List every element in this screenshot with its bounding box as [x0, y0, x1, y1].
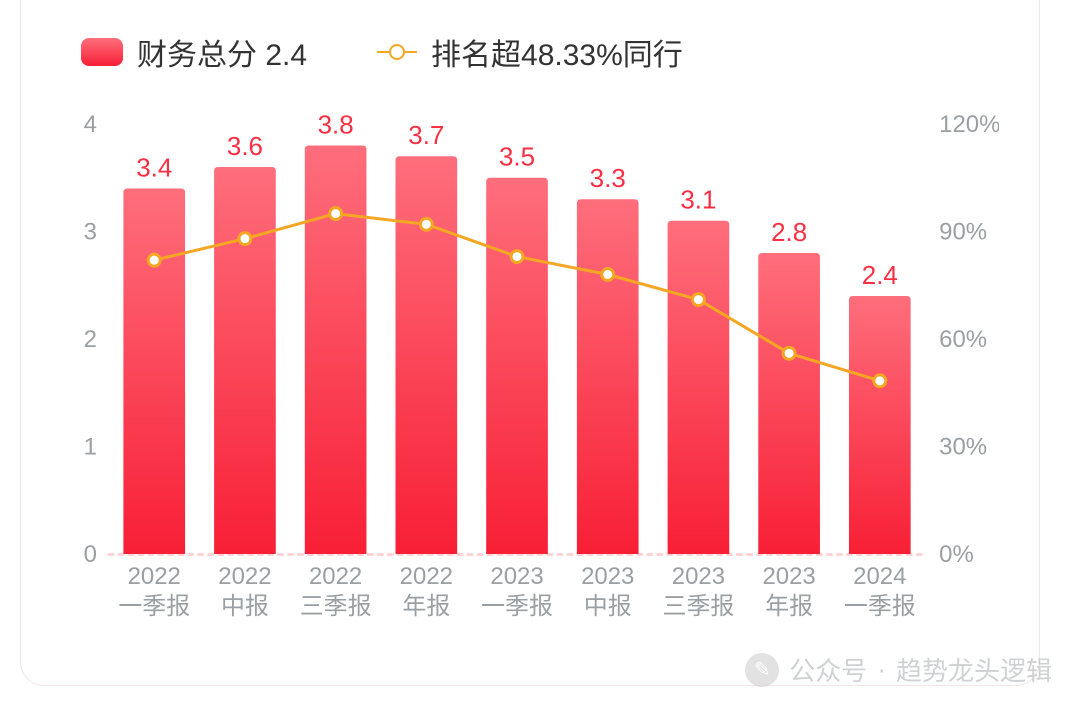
bar — [123, 189, 185, 555]
trend-marker — [239, 233, 251, 245]
x-tick-period: 中报 — [221, 593, 269, 620]
bar-value-label: 3.8 — [318, 109, 354, 139]
watermark-account: 趋势龙头逻辑 — [896, 651, 1052, 688]
y-left-tick: 3 — [84, 218, 97, 245]
legend-item-bars: 财务总分 2.4 — [81, 30, 307, 74]
bar-value-label: 2.8 — [771, 217, 807, 247]
bar-value-label: 3.7 — [408, 120, 444, 150]
bar — [849, 296, 911, 554]
x-tick-year: 2022 — [218, 563, 271, 590]
root: 财务总分 2.4 排名超48.33%同行 0 1 2 3 4 0% 30% 60% 90% 120… — [0, 0, 1080, 706]
x-tick-year: 2023 — [581, 563, 634, 590]
y-left-tick: 1 — [84, 433, 97, 460]
chart-card: 财务总分 2.4 排名超48.33%同行 0 1 2 3 4 0% 30% 60% 90% 120… — [20, 0, 1040, 686]
legend-bar-swatch — [81, 38, 123, 66]
watermark-source: 公众号 — [789, 651, 867, 688]
wechat-icon: ✎ — [745, 653, 779, 687]
chart-svg: 0 1 2 3 4 0% 30% 60% 90% 120% 3.4 2022 一季报 3.6 2022 中报 3… — [61, 104, 999, 644]
x-tick-year: 2023 — [762, 563, 815, 590]
bar-value-label: 3.5 — [499, 142, 535, 172]
trend-marker — [148, 254, 160, 266]
chart-area: 0 1 2 3 4 0% 30% 60% 90% 120% 3.4 2022 一季报 3.6 2022 中报 3… — [61, 104, 999, 644]
y-left-tick: 4 — [84, 111, 97, 138]
trend-marker — [420, 218, 432, 230]
x-tick-period: 三季报 — [300, 593, 372, 620]
x-tick-period: 三季报 — [663, 593, 735, 620]
trend-marker — [874, 375, 886, 387]
trend-marker — [511, 251, 523, 263]
x-tick-year: 2024 — [853, 563, 906, 590]
bar-value-label: 3.1 — [680, 185, 716, 215]
bar-value-label: 3.3 — [590, 163, 626, 193]
x-tick-period: 一季报 — [118, 593, 190, 620]
bar-value-label: 2.4 — [862, 260, 898, 290]
legend-line-label: 排名超48.33%同行 — [431, 30, 683, 74]
x-tick-period: 年报 — [402, 593, 450, 620]
trend-marker — [602, 269, 614, 281]
bar — [395, 156, 457, 554]
trend-marker — [330, 208, 342, 220]
y-right-tick: 120% — [939, 111, 999, 138]
x-tick-year: 2022 — [128, 563, 181, 590]
y-right-tick: 30% — [939, 433, 987, 460]
legend: 财务总分 2.4 排名超48.33%同行 — [61, 10, 999, 104]
bar-value-label: 3.4 — [136, 152, 172, 182]
legend-bar-label: 财务总分 2.4 — [137, 30, 307, 74]
bar — [214, 167, 276, 554]
legend-item-line: 排名超48.33%同行 — [377, 30, 683, 74]
x-tick-period: 一季报 — [481, 593, 553, 620]
y-right-tick: 0% — [939, 541, 974, 568]
bar-value-label: 3.6 — [227, 131, 263, 161]
wechat-icon-glyph: ✎ — [754, 657, 771, 682]
bar — [668, 221, 730, 554]
y-right-tick: 60% — [939, 326, 987, 353]
x-tick-period: 年报 — [765, 593, 813, 620]
x-tick-year: 2022 — [309, 563, 362, 590]
trend-marker — [783, 347, 795, 359]
x-tick-year: 2023 — [672, 563, 725, 590]
y-left-tick: 2 — [84, 326, 97, 353]
legend-line-swatch — [377, 51, 417, 53]
x-tick-year: 2022 — [400, 563, 453, 590]
watermark-dot: · — [877, 654, 886, 685]
x-tick-period: 中报 — [584, 593, 632, 620]
watermark: ✎ 公众号 · 趋势龙头逻辑 — [745, 651, 1052, 688]
x-tick-year: 2023 — [490, 563, 543, 590]
trend-marker — [692, 294, 704, 306]
x-tick-period: 一季报 — [844, 593, 916, 620]
bar — [758, 253, 820, 554]
bar — [486, 178, 548, 554]
y-left-tick: 0 — [84, 541, 97, 568]
y-right-tick: 90% — [939, 218, 987, 245]
bar — [577, 199, 639, 554]
